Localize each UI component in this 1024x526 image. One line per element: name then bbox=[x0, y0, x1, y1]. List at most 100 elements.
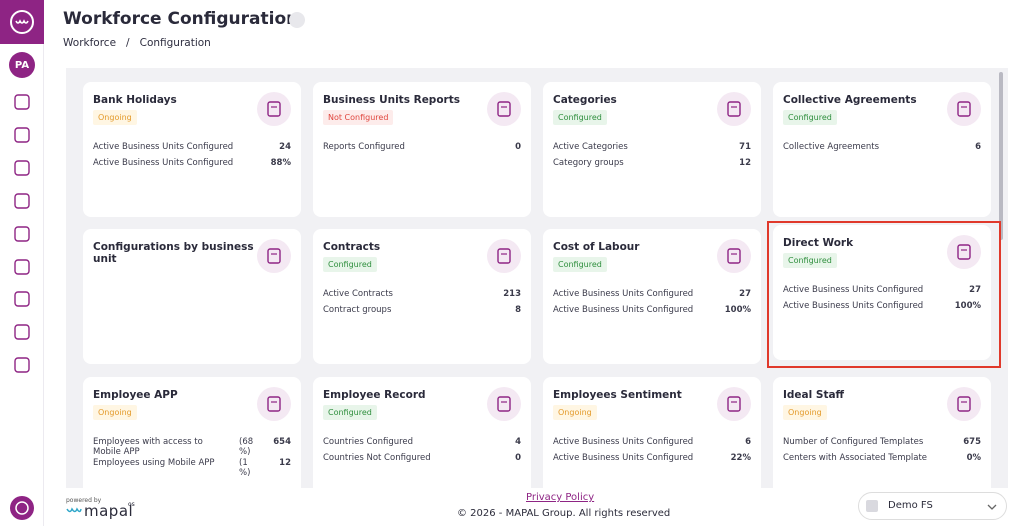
stat-row: Employees with access to Mobile APP (68 %… bbox=[93, 437, 291, 457]
nav-icon[interactable] bbox=[12, 355, 32, 375]
card-icon bbox=[717, 92, 751, 126]
card-glyph bbox=[267, 248, 281, 264]
stat-note: (1 %) bbox=[239, 458, 251, 478]
status-badge: Ongoing bbox=[783, 405, 827, 420]
nav-glyph bbox=[14, 291, 30, 307]
card-icon bbox=[947, 387, 981, 421]
config-card[interactable]: Employee Record Configured Countries Confi… bbox=[313, 377, 531, 488]
stat-value: 675 bbox=[963, 437, 981, 447]
config-card[interactable]: Categories Configured Active Categories 71 C… bbox=[543, 82, 761, 217]
card-title: Employees Sentiment bbox=[553, 389, 682, 401]
nav-icon[interactable] bbox=[12, 289, 32, 309]
card-icon bbox=[947, 235, 981, 269]
card-glyph bbox=[497, 101, 511, 117]
config-card[interactable]: Employees Sentiment Ongoing Active Busines… bbox=[543, 377, 761, 488]
config-card[interactable]: Employee APP Ongoing Employees with access… bbox=[83, 377, 301, 488]
scrollbar[interactable] bbox=[999, 72, 1003, 240]
stat-row: Active Business Units Configured 88% bbox=[93, 158, 291, 168]
nav-glyph bbox=[14, 324, 30, 340]
card-glyph bbox=[497, 248, 511, 264]
nav-glyph bbox=[14, 226, 30, 242]
stat-row: Centers with Associated Template 0% bbox=[783, 453, 981, 463]
nav-icon[interactable] bbox=[12, 322, 32, 342]
powered-by: powered by bbox=[66, 497, 102, 504]
stat-value: 12 bbox=[739, 158, 751, 168]
card-title: Employee Record bbox=[323, 389, 426, 401]
config-card[interactable]: Cost of Labour Configured Active Business … bbox=[543, 229, 761, 364]
config-card[interactable]: Configurations by business unit bbox=[83, 229, 301, 364]
stat-label: Active Business Units Configured bbox=[783, 285, 924, 295]
stat-value: 100% bbox=[954, 301, 981, 311]
account-select[interactable] bbox=[858, 492, 1007, 520]
stat-value: 88% bbox=[270, 158, 291, 168]
stat-label: Contract groups bbox=[323, 305, 392, 315]
stat-label: Active Contracts bbox=[323, 289, 393, 299]
nav-icon[interactable] bbox=[12, 92, 32, 112]
status-badge: Ongoing bbox=[553, 405, 597, 420]
stat-label: Active Business Units Configured bbox=[93, 158, 234, 168]
nav-icon[interactable] bbox=[12, 257, 32, 277]
stat-label: Centers with Associated Template bbox=[783, 453, 928, 463]
nav-icon[interactable] bbox=[12, 158, 32, 178]
stat-value: 6 bbox=[975, 142, 981, 152]
nav-icon[interactable] bbox=[12, 191, 32, 211]
card-title: Cost of Labour bbox=[553, 241, 640, 253]
account-name: Demo FS bbox=[888, 500, 933, 511]
expand-button[interactable] bbox=[289, 12, 305, 28]
card-icon bbox=[257, 387, 291, 421]
card-icon bbox=[487, 239, 521, 273]
stat-label: Active Business Units Configured bbox=[553, 437, 694, 447]
stat-value: 654 bbox=[273, 437, 291, 447]
card-title: Employee APP bbox=[93, 389, 178, 401]
account-icon bbox=[866, 500, 878, 512]
stat-value: 71 bbox=[739, 142, 751, 152]
sidebar bbox=[0, 0, 44, 526]
nav-glyph bbox=[14, 160, 30, 176]
stat-row: Contract groups 8 bbox=[323, 305, 521, 315]
copyright: © 2026 - MAPAL Group. All rights reserve… bbox=[457, 508, 671, 519]
card-glyph bbox=[727, 396, 741, 412]
card-icon bbox=[717, 239, 751, 273]
config-card[interactable]: Collective Agreements Configured Collectiv… bbox=[773, 82, 991, 217]
bottom-logo[interactable] bbox=[9, 495, 35, 521]
status-badge: Configured bbox=[783, 253, 837, 268]
crumb-separator: / bbox=[126, 37, 130, 49]
stat-row: Active Business Units Configured 22% bbox=[553, 453, 751, 463]
status-badge: Configured bbox=[553, 110, 607, 125]
nav-glyph bbox=[14, 127, 30, 143]
stat-value: 27 bbox=[969, 285, 981, 295]
card-glyph bbox=[727, 248, 741, 264]
stat-row: Active Business Units Configured 24 bbox=[93, 142, 291, 152]
brand-icon bbox=[66, 507, 82, 513]
card-title: Business Units Reports bbox=[323, 94, 460, 106]
avatar[interactable]: PA bbox=[9, 52, 35, 78]
stat-label: Active Business Units Configured bbox=[553, 305, 694, 315]
crumb[interactable]: Workforce bbox=[63, 37, 117, 49]
card-title: Bank Holidays bbox=[93, 94, 177, 106]
stat-value: 12 bbox=[279, 458, 291, 468]
config-card[interactable]: Bank Holidays Ongoing Active Business Unit… bbox=[83, 82, 301, 217]
nav-icon[interactable] bbox=[12, 224, 32, 244]
stat-value: 0 bbox=[515, 453, 521, 463]
card-glyph bbox=[957, 396, 971, 412]
card-title: Direct Work bbox=[783, 237, 854, 249]
nav-icon[interactable] bbox=[12, 125, 32, 145]
stat-label: Employees using Mobile APP bbox=[93, 458, 215, 468]
config-card[interactable]: Direct Work Configured Active Business Uni… bbox=[773, 225, 991, 360]
nav-glyph bbox=[14, 94, 30, 110]
stat-note: (68 %) bbox=[239, 437, 254, 457]
config-card[interactable]: Business Units Reports Not Configured Repo… bbox=[313, 82, 531, 217]
page-title: Workforce Configuration bbox=[63, 9, 299, 29]
config-card[interactable]: Ideal Staff Ongoing Number of Configured T… bbox=[773, 377, 991, 488]
card-glyph bbox=[957, 244, 971, 260]
logo[interactable] bbox=[0, 0, 44, 44]
stat-row: Active Business Units Configured 27 bbox=[783, 285, 981, 295]
config-card[interactable]: Contracts Configured Active Contracts 213 Co… bbox=[313, 229, 531, 364]
stat-row: Countries Not Configured 0 bbox=[323, 453, 521, 463]
card-title: Categories bbox=[553, 94, 617, 106]
card-title: Collective Agreements bbox=[783, 94, 917, 106]
privacy-link[interactable]: Privacy Policy bbox=[526, 492, 595, 503]
stat-label: Employees with access to Mobile APP bbox=[93, 437, 203, 457]
stat-value: 6 bbox=[745, 437, 751, 447]
